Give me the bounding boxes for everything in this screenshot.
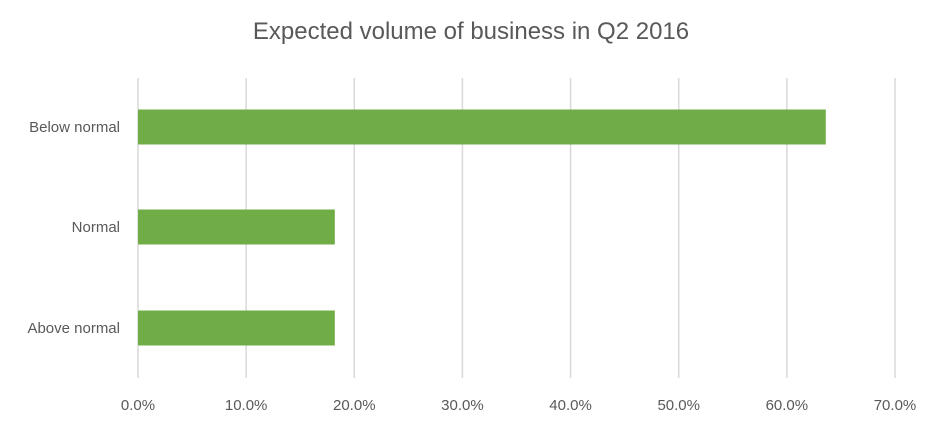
x-tick-label: 40.0%	[549, 397, 592, 414]
x-tick-label: 0.0%	[121, 397, 155, 414]
category-labels: Below normal Normal Above normal	[27, 119, 120, 337]
bar	[138, 109, 826, 145]
bars	[138, 109, 826, 346]
x-tick-label: 60.0%	[766, 397, 809, 414]
category-label: Above normal	[27, 320, 120, 337]
x-tick-label: 50.0%	[657, 397, 700, 414]
category-label: Below normal	[29, 119, 120, 136]
x-tick-label: 70.0%	[874, 397, 917, 414]
x-tick-label: 30.0%	[441, 397, 484, 414]
category-label: Normal	[72, 219, 120, 236]
bar	[138, 209, 335, 245]
bar	[138, 310, 335, 346]
x-tick-label: 10.0%	[225, 397, 268, 414]
x-tick-label: 20.0%	[333, 397, 376, 414]
chart-title: Expected volume of business in Q2 2016	[252, 18, 690, 45]
x-tick-labels: 0.0% 10.0% 20.0% 30.0% 40.0% 50.0% 60.0% 70.0%	[121, 397, 916, 414]
